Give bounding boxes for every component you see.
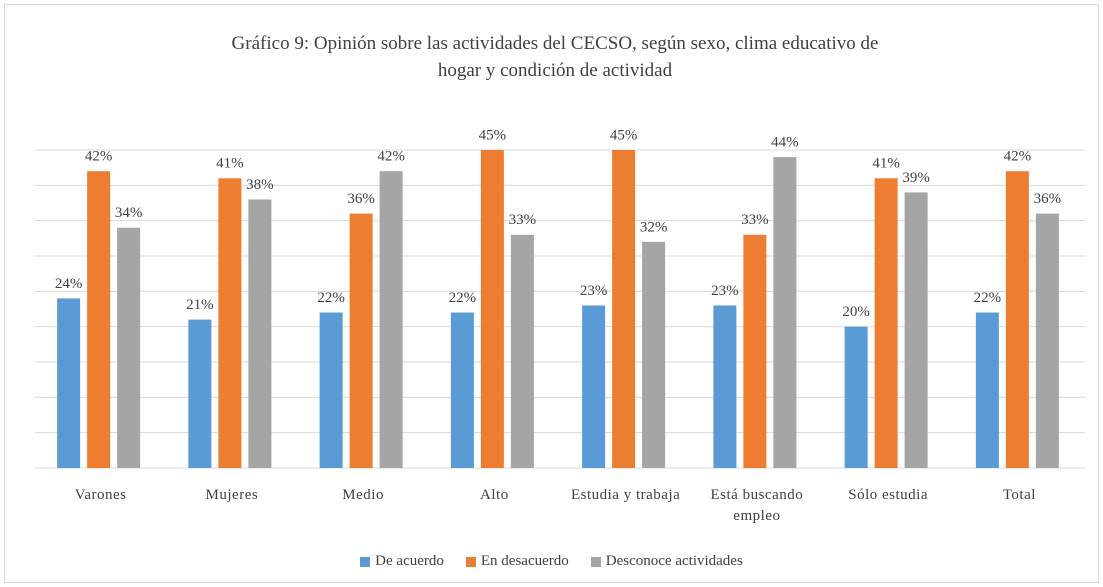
bar <box>349 213 373 468</box>
legend-label: Desconoce actividades <box>605 553 743 569</box>
data-label: 32% <box>640 219 668 235</box>
x-tick-label: Total <box>1002 487 1036 503</box>
data-label: 39% <box>902 170 930 186</box>
bar <box>844 326 868 468</box>
x-tick-label: Alto <box>480 487 509 503</box>
bar <box>874 178 898 468</box>
bar <box>248 199 272 468</box>
data-label: 21% <box>186 297 214 313</box>
legend-swatch <box>465 556 476 567</box>
data-label: 34% <box>115 205 143 221</box>
legend-item: Desconoce actividades <box>590 553 743 570</box>
bar <box>1005 171 1029 468</box>
data-label: 33% <box>509 212 537 228</box>
bar <box>450 312 474 468</box>
x-tick-label: Sólo estudia <box>848 487 928 503</box>
bar <box>582 305 606 468</box>
bar <box>117 227 141 468</box>
data-label: 33% <box>741 212 769 228</box>
legend-swatch <box>590 556 601 567</box>
bar <box>379 171 403 468</box>
legend-item: En desacuerdo <box>465 553 569 570</box>
data-label: 22% <box>317 290 345 306</box>
bar <box>319 312 343 468</box>
data-label: 42% <box>85 149 113 165</box>
chart-border <box>4 4 1099 583</box>
bar <box>642 241 666 468</box>
bar <box>57 298 81 468</box>
data-label: 20% <box>842 304 870 320</box>
bar <box>612 150 636 468</box>
data-label: 45% <box>610 127 638 143</box>
legend-item: De acuerdo <box>360 553 444 570</box>
data-label: 38% <box>246 177 274 193</box>
legend: De acuerdo En desacuerdo Desconoce activid… <box>0 553 1103 570</box>
bar <box>510 234 534 468</box>
bar <box>975 312 999 468</box>
x-tick-label: Está buscando empleo <box>710 487 804 524</box>
legend-label: En desacuerdo <box>480 553 569 569</box>
bar <box>713 305 737 468</box>
x-tick-label: Estudia y trabaja <box>570 487 681 503</box>
x-tick-label: Varones <box>74 487 127 503</box>
data-label: 44% <box>771 135 799 151</box>
chart-title: Gráfico 9: Opinión sobre las actividades… <box>231 33 879 81</box>
bar <box>743 234 767 468</box>
bar <box>773 157 797 469</box>
data-label: 42% <box>377 149 405 165</box>
data-label: 42% <box>1004 149 1032 165</box>
x-tick-label: Medio <box>342 487 384 503</box>
data-label: 23% <box>580 283 608 299</box>
data-label: 41% <box>216 156 244 172</box>
data-label: 23% <box>711 283 739 299</box>
bar <box>87 171 111 468</box>
data-label: 22% <box>974 290 1002 306</box>
bar <box>218 178 242 468</box>
bar <box>480 150 504 468</box>
data-label: 41% <box>872 156 900 172</box>
data-label: 36% <box>1034 191 1062 207</box>
legend-label: De acuerdo <box>375 553 444 569</box>
data-label: 22% <box>449 290 477 306</box>
bar <box>188 319 212 468</box>
bar <box>904 192 928 468</box>
bar <box>1035 213 1059 468</box>
data-label: 45% <box>479 127 507 143</box>
data-label: 36% <box>347 191 375 207</box>
data-label: 24% <box>55 276 83 292</box>
legend-swatch <box>360 556 371 567</box>
x-tick-label: Mujeres <box>205 487 259 503</box>
